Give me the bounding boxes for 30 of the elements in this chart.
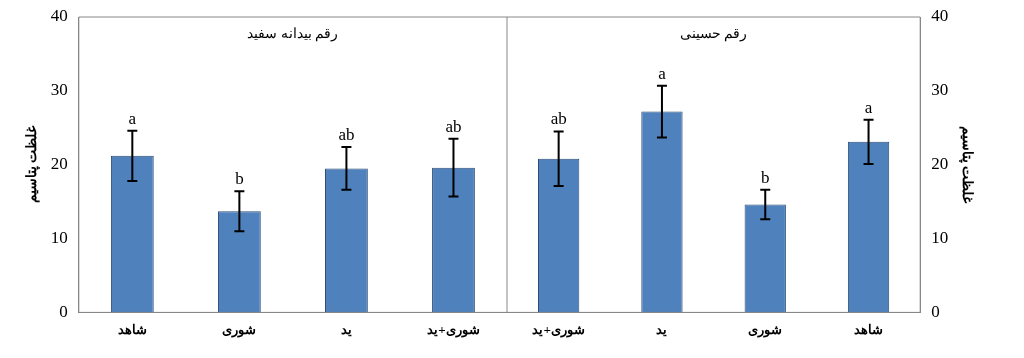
y-tick-label: 30 (931, 80, 949, 100)
y-tick-label: 0 (59, 301, 68, 321)
x-tick-label: شاهد (117, 321, 147, 337)
x-tick-label: ید (656, 321, 668, 337)
text: رقم حسینی (679, 25, 748, 42)
y-tick-label: 10 (931, 228, 949, 248)
y-tick-label: 10 (50, 228, 68, 248)
annotation: a (128, 108, 137, 128)
x-tick-label: شوری+ید (427, 321, 480, 338)
y-tick-label: 40 (931, 6, 949, 26)
annotation: ab (338, 124, 355, 144)
annotation: ab (550, 109, 567, 129)
y-tick-label: 40 (50, 6, 68, 26)
x-tick-label: ید (340, 321, 352, 337)
y-tick-label: 20 (931, 154, 949, 174)
y-tick-label: 30 (50, 80, 68, 100)
annotation: b (761, 167, 770, 187)
x-tick-label: شوری (748, 321, 783, 338)
annotation: a (658, 63, 667, 83)
annotation: b (235, 169, 244, 189)
text: رقم بیدانه سفید (247, 25, 339, 42)
x-tick-label: شوری+ید (532, 321, 585, 338)
annotation: a (864, 97, 873, 117)
x-tick-label: شوری (222, 321, 257, 338)
annotation: ab (445, 116, 462, 136)
y-tick-label: 0 (931, 301, 940, 321)
y-tick-label: 20 (50, 154, 68, 174)
y-axis-title: غلظت پتاسیم (24, 124, 41, 204)
y-axis-title: غلظت پتاسیم (958, 125, 975, 205)
x-tick-label: شاهد (854, 321, 884, 337)
